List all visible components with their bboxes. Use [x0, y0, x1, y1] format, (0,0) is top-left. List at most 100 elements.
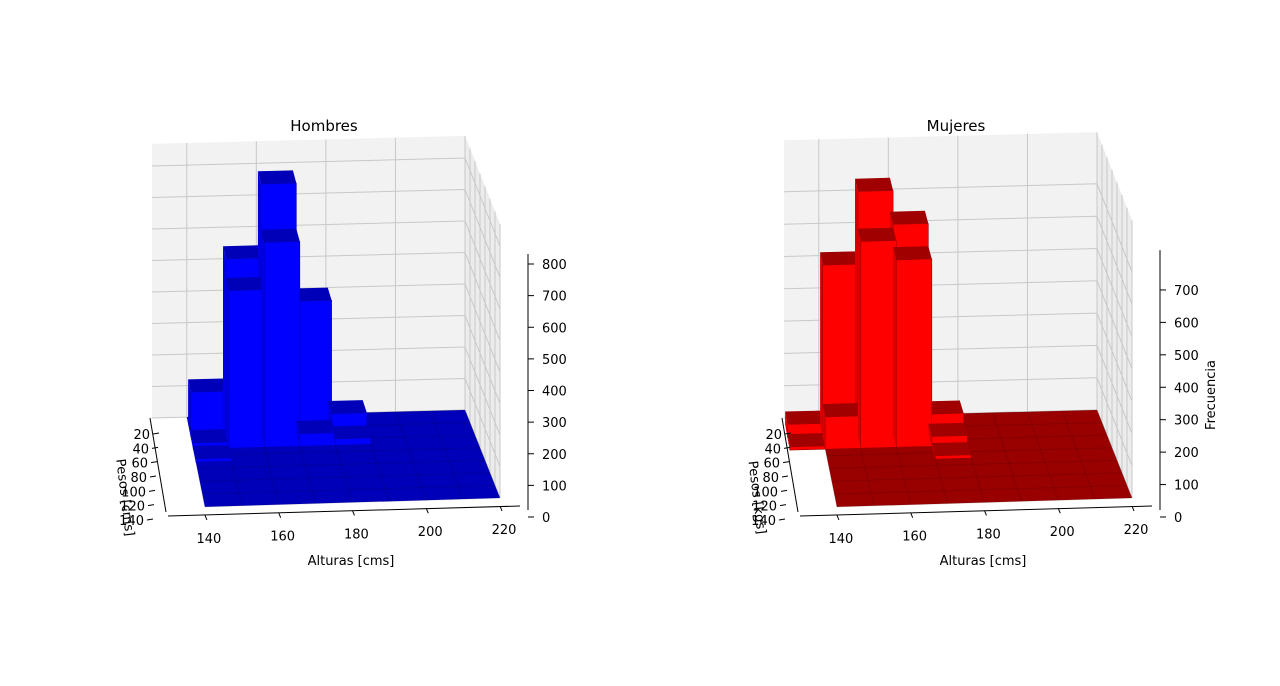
bar [895, 258, 933, 448]
bar-top [225, 277, 265, 291]
y-tick [146, 518, 154, 521]
bar [263, 241, 301, 448]
x-tick-label: 140 [196, 532, 221, 547]
x-tick-label: 180 [344, 527, 369, 542]
floor-grid [1061, 410, 1096, 500]
z-tick-label: 200 [542, 448, 567, 463]
z-tick-label: 500 [542, 353, 567, 368]
z-tick-label: 400 [542, 385, 567, 400]
floor-grid [829, 459, 1118, 469]
bar-top [785, 410, 823, 425]
bar-side [928, 423, 932, 447]
grid-line [151, 157, 501, 247]
y-tick-label: 120 [120, 500, 145, 515]
bar-side [261, 229, 265, 448]
bar-top [327, 400, 367, 414]
x-tick-label: 160 [902, 530, 927, 545]
x-tick [278, 512, 282, 518]
y-tick-label: 40 [764, 442, 781, 457]
bar-top [261, 228, 300, 243]
y-tick-label: 80 [762, 471, 779, 486]
y-tick-label: 20 [133, 428, 150, 443]
bar-side [225, 277, 229, 449]
bar-side [931, 443, 936, 459]
z-tick-label: 800 [542, 258, 567, 273]
y-tick-label: 140 [751, 514, 776, 529]
z-tick-label: 300 [542, 416, 567, 431]
floor-grid [464, 409, 501, 499]
y-tick [150, 461, 158, 464]
x-axis-line [167, 505, 521, 517]
z-tick-label: 700 [542, 290, 567, 305]
x-tick [1057, 508, 1061, 514]
bar-side [188, 379, 191, 437]
y-tick [779, 504, 787, 507]
x-tick [425, 508, 429, 514]
bar-top [296, 420, 336, 434]
bar-side [193, 446, 196, 462]
x-tick [836, 514, 840, 521]
z-tick-label: 300 [1174, 414, 1199, 429]
x-tick [983, 510, 987, 516]
grid-line [151, 220, 501, 310]
bar [228, 289, 265, 449]
x-tick-label: 200 [418, 525, 443, 540]
x-tick-label: 220 [1124, 523, 1149, 538]
floor-grid [1026, 411, 1059, 501]
bar-top [889, 210, 929, 225]
floor-grid [429, 410, 464, 500]
z-tick-label: 0 [542, 511, 550, 526]
floor-grid [204, 497, 501, 508]
bar-side [822, 404, 826, 450]
bar-top [820, 251, 858, 266]
chart-title: Mujeres [927, 117, 986, 135]
z-tick-label: 600 [542, 321, 567, 336]
bar [860, 240, 897, 449]
x-tick [499, 505, 503, 512]
z-tick-label: 500 [1174, 349, 1199, 364]
floor-grid [992, 412, 1022, 502]
x-tick [351, 510, 355, 516]
bar-top [787, 433, 826, 447]
side-pane [1097, 132, 1132, 498]
bar-side [855, 178, 858, 436]
floor-grid [394, 411, 427, 501]
x-axis-label: Alturas [cms] [940, 554, 1027, 569]
y-tick-label: 60 [131, 457, 148, 472]
bar-side [820, 252, 823, 437]
y-tick-label: 100 [753, 485, 778, 500]
bar-side [893, 247, 897, 448]
floor-grid [834, 484, 1128, 495]
z-axis-label: Frecuencia [1204, 360, 1219, 430]
bar-top [292, 287, 332, 302]
y-tick [148, 489, 156, 492]
x-tick-label: 200 [1050, 525, 1075, 540]
bar-side [785, 411, 788, 438]
bar [295, 299, 332, 434]
y-tick [780, 489, 788, 492]
x-tick [204, 514, 208, 521]
bar-top [822, 403, 861, 417]
y-tick-label: 20 [765, 428, 782, 443]
floor-grid [831, 472, 1123, 482]
bar-top [928, 422, 968, 437]
bar-side [857, 228, 861, 449]
y-tick-label: 80 [130, 471, 147, 486]
z-tick-label: 700 [1174, 284, 1199, 299]
y-tick [151, 446, 159, 449]
bar-top [893, 246, 932, 260]
y-tick [784, 432, 792, 435]
bar-top [193, 445, 232, 459]
floor-grid [1096, 409, 1133, 499]
x-tick [910, 512, 914, 518]
x-tick-label: 160 [270, 530, 295, 545]
y-tick-label: 120 [752, 500, 777, 515]
y-tick-label: 40 [132, 442, 149, 457]
z-tick-label: 0 [1174, 511, 1182, 526]
x-tick-label: 180 [976, 527, 1001, 542]
bar-side [190, 430, 194, 450]
y-tick [782, 461, 790, 464]
